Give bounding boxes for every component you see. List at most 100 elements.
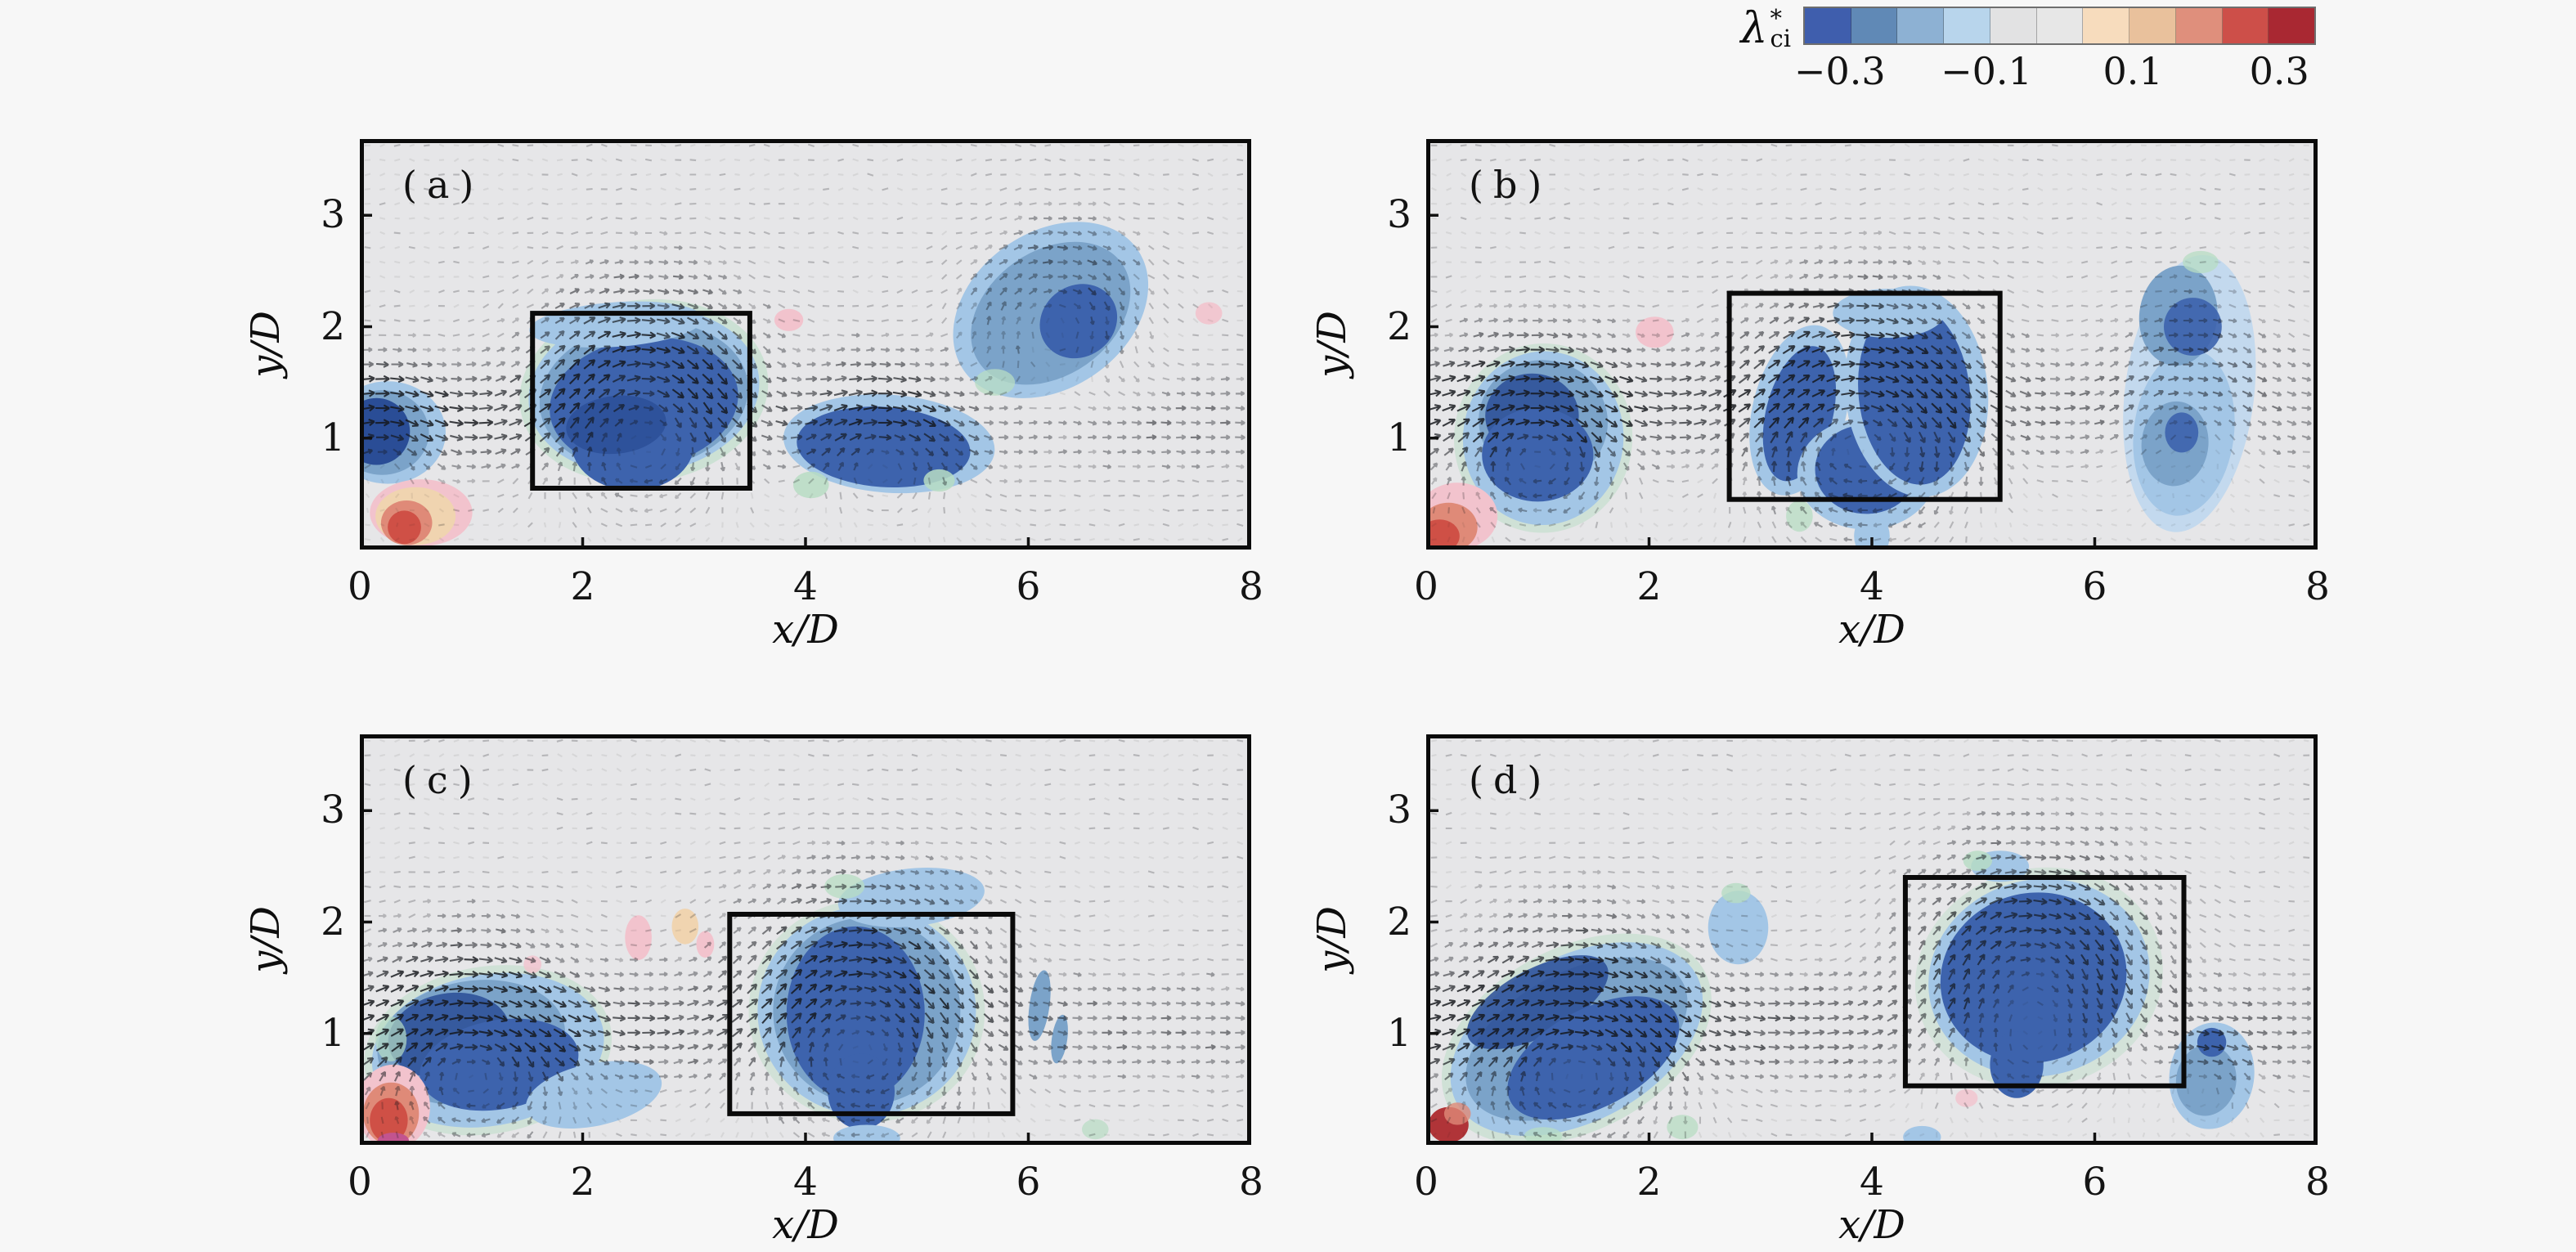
vector-arrows — [1430, 738, 2310, 1138]
y-tick-label-2: 2 — [1387, 899, 1411, 945]
colorbar-tick-0.3: 0.3 — [2249, 49, 2309, 93]
y-axis-label: y/D — [1309, 311, 1355, 378]
contour-blob-pink — [774, 308, 804, 331]
y-axis-label: y/D — [1309, 906, 1355, 973]
x-tick-label-8: 8 — [2305, 1160, 2330, 1205]
colorbar-segment-8 — [2175, 8, 2223, 43]
colorbar-segment-9 — [2222, 8, 2269, 43]
x-tick-label-4: 4 — [793, 564, 818, 609]
roi-box — [1902, 875, 2187, 1088]
contour-blob-blue — [828, 1053, 895, 1129]
plot-area-d: (d) — [1426, 734, 2318, 1145]
contour-blob-salmon — [1443, 1102, 1471, 1125]
y-tick-label-3: 3 — [321, 192, 345, 238]
y-tick-label-3: 3 — [1387, 192, 1411, 238]
vector-arrows — [361, 927, 950, 1053]
contour-blob-light — [833, 1124, 900, 1145]
contour-blob-blue — [2165, 412, 2199, 453]
roi-box — [1726, 290, 2003, 502]
x-tick-label-4: 4 — [1860, 1160, 1884, 1205]
vector-arrows — [361, 244, 1231, 457]
contour-blob-pink — [1636, 316, 1674, 348]
x-tick-label-8: 8 — [1239, 564, 1263, 609]
colorbar-segment-1 — [1851, 8, 1898, 43]
contour-blob-pink — [1195, 302, 1223, 325]
x-tick-label-6: 6 — [1016, 1160, 1041, 1205]
y-tick-label-1: 1 — [321, 1010, 345, 1056]
vector-arrows — [1426, 955, 1693, 1053]
contour-blob-light — [1903, 1125, 1941, 1145]
x-tick-label-0: 0 — [1414, 564, 1438, 609]
x-tick-label-4: 4 — [793, 1160, 818, 1205]
x-tick-label-8: 8 — [2305, 564, 2330, 609]
vector-arrows — [361, 897, 994, 1068]
colorbar-segment-4 — [1990, 8, 2037, 43]
y-axis-label: y/D — [243, 311, 289, 378]
y-tick-label-2: 2 — [321, 303, 345, 349]
contour-blob-steel — [1051, 1014, 1068, 1064]
x-tick-label-4: 4 — [1860, 564, 1884, 609]
contour-blob-red — [370, 1097, 408, 1143]
contour-blob-blue — [1507, 996, 1680, 1120]
vector-arrows — [364, 143, 1245, 541]
plot-border — [1426, 139, 2318, 550]
colorbar-segment-2 — [1897, 8, 1945, 43]
contour-blob-pink — [696, 931, 715, 958]
vector-arrows — [361, 868, 1231, 1083]
vector-arrows — [1430, 143, 2310, 543]
x-axis-label: x/D — [1838, 1202, 1905, 1248]
lambda-sub: ci — [1770, 25, 1791, 52]
y-tick-label-1: 1 — [1387, 1010, 1411, 1056]
contour-blob-dark — [360, 397, 411, 465]
vector-arrows — [364, 143, 1244, 543]
contour-blob-blue — [1990, 1031, 2044, 1098]
roi-box — [727, 912, 1016, 1116]
panel-c: (c) 1 2 3 0 2 4 6 8 x/D y/D — [243, 734, 1263, 1248]
panel-d: (d) 1 2 3 0 2 4 6 8 x/D y/D — [1309, 734, 2330, 1248]
panel-b: (b) 1 2 3 0 2 4 6 8 x/D y/D — [1309, 139, 2330, 653]
plot-border — [360, 734, 1251, 1145]
contour-blob-green — [1963, 850, 1993, 871]
contour-blob-blue — [786, 926, 925, 1101]
vector-arrows — [1429, 810, 2312, 1139]
y-tick-label-3: 3 — [321, 788, 345, 833]
contour-blob-green — [1786, 500, 1813, 532]
x-tick-label-0: 0 — [348, 564, 372, 609]
contour-blob-steel — [1028, 970, 1051, 1041]
plot-border — [1426, 734, 2318, 1145]
colorbar-segment-6 — [2083, 8, 2130, 43]
vector-arrows — [1429, 143, 2311, 543]
vector-arrows — [1429, 259, 2312, 542]
plot-area-c: (c) — [360, 734, 1251, 1145]
contour-blob-pink — [1955, 1088, 1978, 1107]
vector-arrows — [1427, 868, 2224, 1068]
x-tick-label-2: 2 — [570, 564, 595, 609]
contour-blob-blue — [1039, 284, 1118, 359]
roi-box — [530, 311, 752, 491]
x-tick-label-6: 6 — [1016, 564, 1041, 609]
lambda-symbol: λ — [1740, 4, 1768, 53]
x-tick-label-0: 0 — [348, 1160, 372, 1205]
x-axis-label: x/D — [1838, 607, 1905, 653]
colorbar-label: λ * ci — [1652, 3, 1792, 54]
contour-blob-light — [1708, 891, 1769, 965]
contour-blob-green — [1524, 1127, 1563, 1145]
panel-label: (c) — [402, 758, 482, 802]
contour-blob-peach — [671, 909, 699, 945]
vector-arrows — [1430, 738, 2310, 1139]
panel-a: (a) 1 2 3 0 2 4 6 8 x/D y/D — [243, 139, 1263, 653]
x-tick-label-6: 6 — [2082, 1160, 2107, 1205]
colorbar-segment-5 — [2036, 8, 2084, 43]
x-tick-label-2: 2 — [1636, 1160, 1662, 1205]
x-axis-label: x/D — [772, 1202, 839, 1248]
plot-area-a: (a) — [360, 139, 1251, 550]
colorbar — [1803, 7, 2316, 45]
contour-blob-green — [975, 369, 1016, 396]
y-tick-label-2: 2 — [1387, 303, 1411, 349]
vector-arrows — [1428, 274, 2282, 514]
contour-blob-light — [1854, 514, 1890, 550]
contour-blob-green — [1721, 882, 1751, 904]
contour-blob-blue — [2164, 298, 2222, 356]
colorbar-segment-3 — [1944, 8, 1990, 43]
